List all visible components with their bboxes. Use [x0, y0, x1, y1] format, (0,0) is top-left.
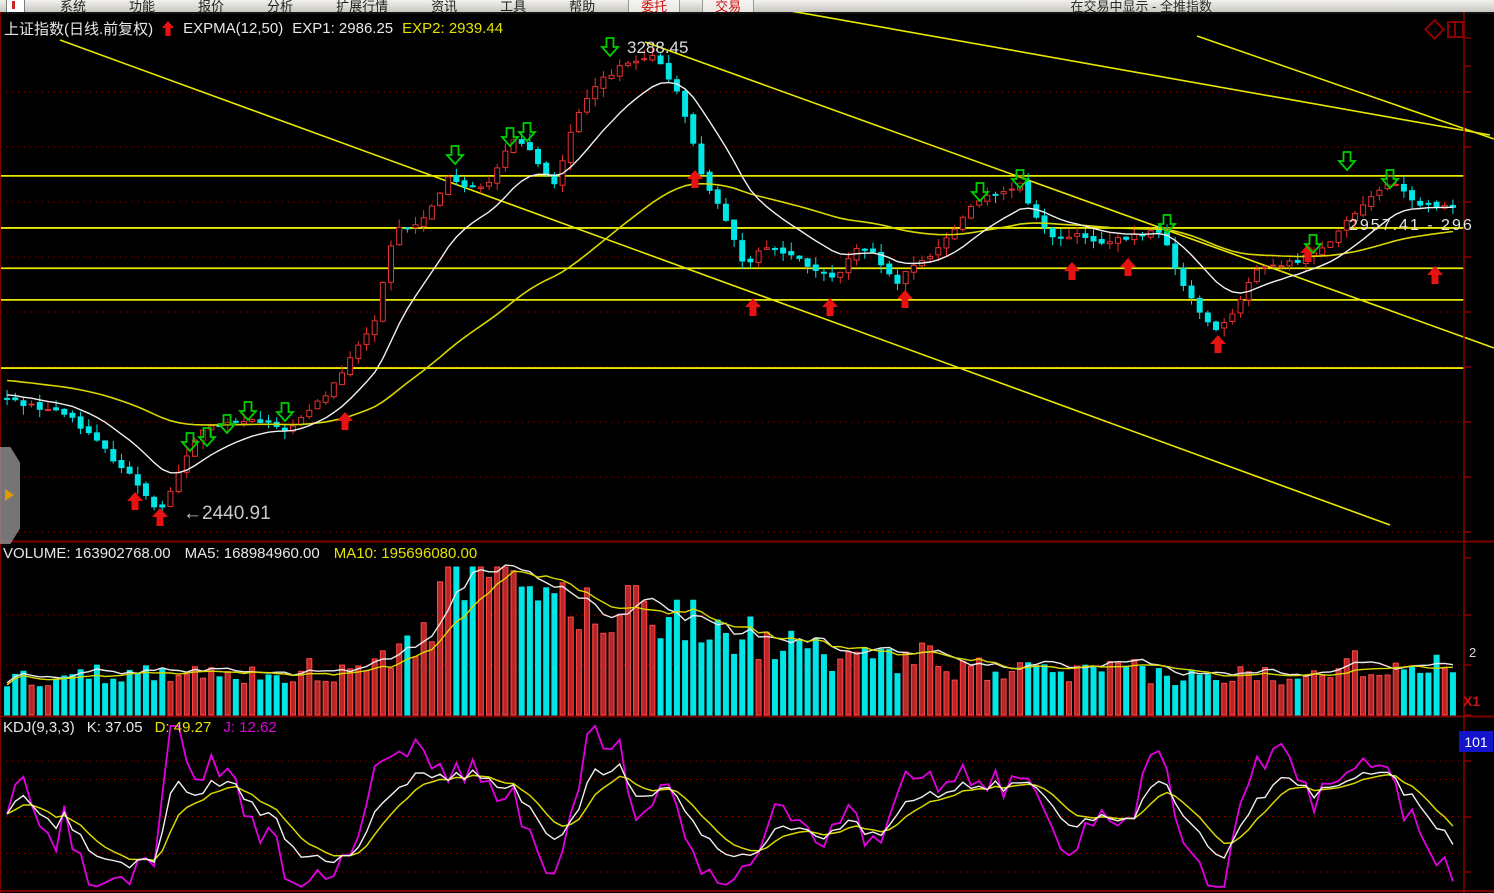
buy-signal-arrow [1427, 266, 1443, 284]
buy-signal-arrow [1120, 258, 1136, 276]
low-price-annotation: ←2440.91 [183, 503, 271, 524]
buy-signal-arrow [1300, 244, 1316, 262]
menu-item-help[interactable]: 帮助 [569, 0, 596, 14]
sell-signal-arrow [196, 427, 218, 448]
menu-bar: 系统 功能 报价 分析 扩展行情 资讯 工具 帮助 委托 交易 在交易中显示 -… [0, 0, 1494, 14]
volume-header: VOLUME: 163902768.00 MA5: 168984960.00 M… [3, 545, 477, 562]
menu-item-function[interactable]: 功能 [129, 0, 156, 14]
sell-signal-arrow [516, 122, 538, 143]
buy-signal-arrow [897, 290, 913, 308]
buy-signal-arrow [745, 298, 761, 316]
menu-item-tools[interactable]: 工具 [500, 0, 527, 14]
trend-lines [59, 12, 1494, 526]
sell-signal-arrow [444, 145, 466, 166]
grid-lines [0, 91, 1464, 873]
sell-signal-arrow [216, 414, 238, 435]
buy-signal-arrow [1210, 335, 1226, 353]
sell-signal-arrow [599, 37, 621, 58]
sell-signal-arrow [1379, 169, 1401, 190]
sell-signal-arrow [237, 401, 259, 422]
price-level-lines [0, 174, 1464, 369]
kdj-lines [6, 724, 1454, 888]
kdj-axis-badge: 101 [1459, 731, 1493, 752]
expma-lines [7, 81, 1453, 474]
sell-signal-arrow [1336, 151, 1358, 172]
exp2-value: EXP2: 2939.44 [402, 20, 504, 37]
peak-price-annotation: 3288.45 [627, 38, 689, 57]
menu-button-trade[interactable]: 交易 [702, 0, 755, 12]
up-arrow-icon [162, 21, 175, 36]
menu-item-news[interactable]: 资讯 [431, 0, 458, 14]
axis-and-separators [0, 12, 1494, 893]
volume-ma5-value: MA5: 168984960.00 [184, 545, 320, 562]
sell-signal-arrow [969, 182, 991, 203]
volume-ma10-value: MA10: 195696080.00 [333, 545, 478, 562]
buy-signal-arrow [337, 412, 353, 430]
candles [4, 46, 1456, 511]
volume-scale-label: X1 [1463, 693, 1481, 709]
main-chart-header: 上证指数(日线.前复权) EXPMA(12,50) EXP1: 2986.25 … [4, 18, 503, 39]
kdj-k-value: K: 37.05 [86, 719, 143, 736]
sidebar-expand-tab[interactable] [0, 447, 20, 544]
sell-signal-arrow [179, 432, 201, 453]
kdj-d-value: D: 49.27 [154, 719, 212, 736]
buy-signal-arrow [152, 508, 168, 526]
signal-arrows [127, 37, 1443, 526]
volume-axis-label: 2 [1469, 645, 1477, 660]
expand-arrow-icon [5, 489, 14, 501]
sell-signal-arrow [274, 402, 296, 423]
kdj-j-value: J: 12.62 [223, 719, 277, 736]
kdj-header: KDJ(9,3,3) K: 37.05 D: 49.27 J: 12.62 [3, 719, 277, 736]
menu-status-text: 在交易中显示 - 全推指数 [1070, 0, 1212, 14]
chart-canvas[interactable] [0, 12, 1494, 893]
menu-item-extended[interactable]: 扩展行情 [336, 0, 389, 14]
exp1-value: EXP1: 2986.25 [292, 20, 394, 37]
menu-button-entrust[interactable]: 委托 [628, 0, 681, 12]
sell-signal-arrow [1156, 214, 1178, 235]
split-pane-icon[interactable] [1447, 21, 1464, 38]
buy-signal-arrow [687, 170, 703, 188]
last-price-label: 2957.41 - 296 [1349, 217, 1474, 234]
sell-signal-arrow [499, 127, 521, 148]
volume-value: VOLUME: 163902768.00 [3, 545, 171, 562]
buy-signal-arrow [127, 492, 143, 510]
buy-signal-arrow [822, 298, 838, 316]
kdj-title: KDJ(9,3,3) [3, 719, 75, 736]
buy-signal-arrow [1064, 262, 1080, 280]
volume-ma-lines [6, 564, 1454, 686]
menu-item-analysis[interactable]: 分析 [267, 0, 294, 14]
sell-signal-arrow [1009, 169, 1031, 190]
chart-title: 上证指数(日线.前复权) [4, 21, 154, 38]
volume-bars [4, 566, 1456, 716]
app-icon[interactable] [6, 0, 25, 12]
menu-item-system[interactable]: 系统 [60, 0, 87, 14]
menu-item-quotes[interactable]: 报价 [198, 0, 225, 14]
expma-label: EXPMA(12,50) [183, 20, 284, 37]
sell-signal-arrow [1302, 234, 1324, 255]
